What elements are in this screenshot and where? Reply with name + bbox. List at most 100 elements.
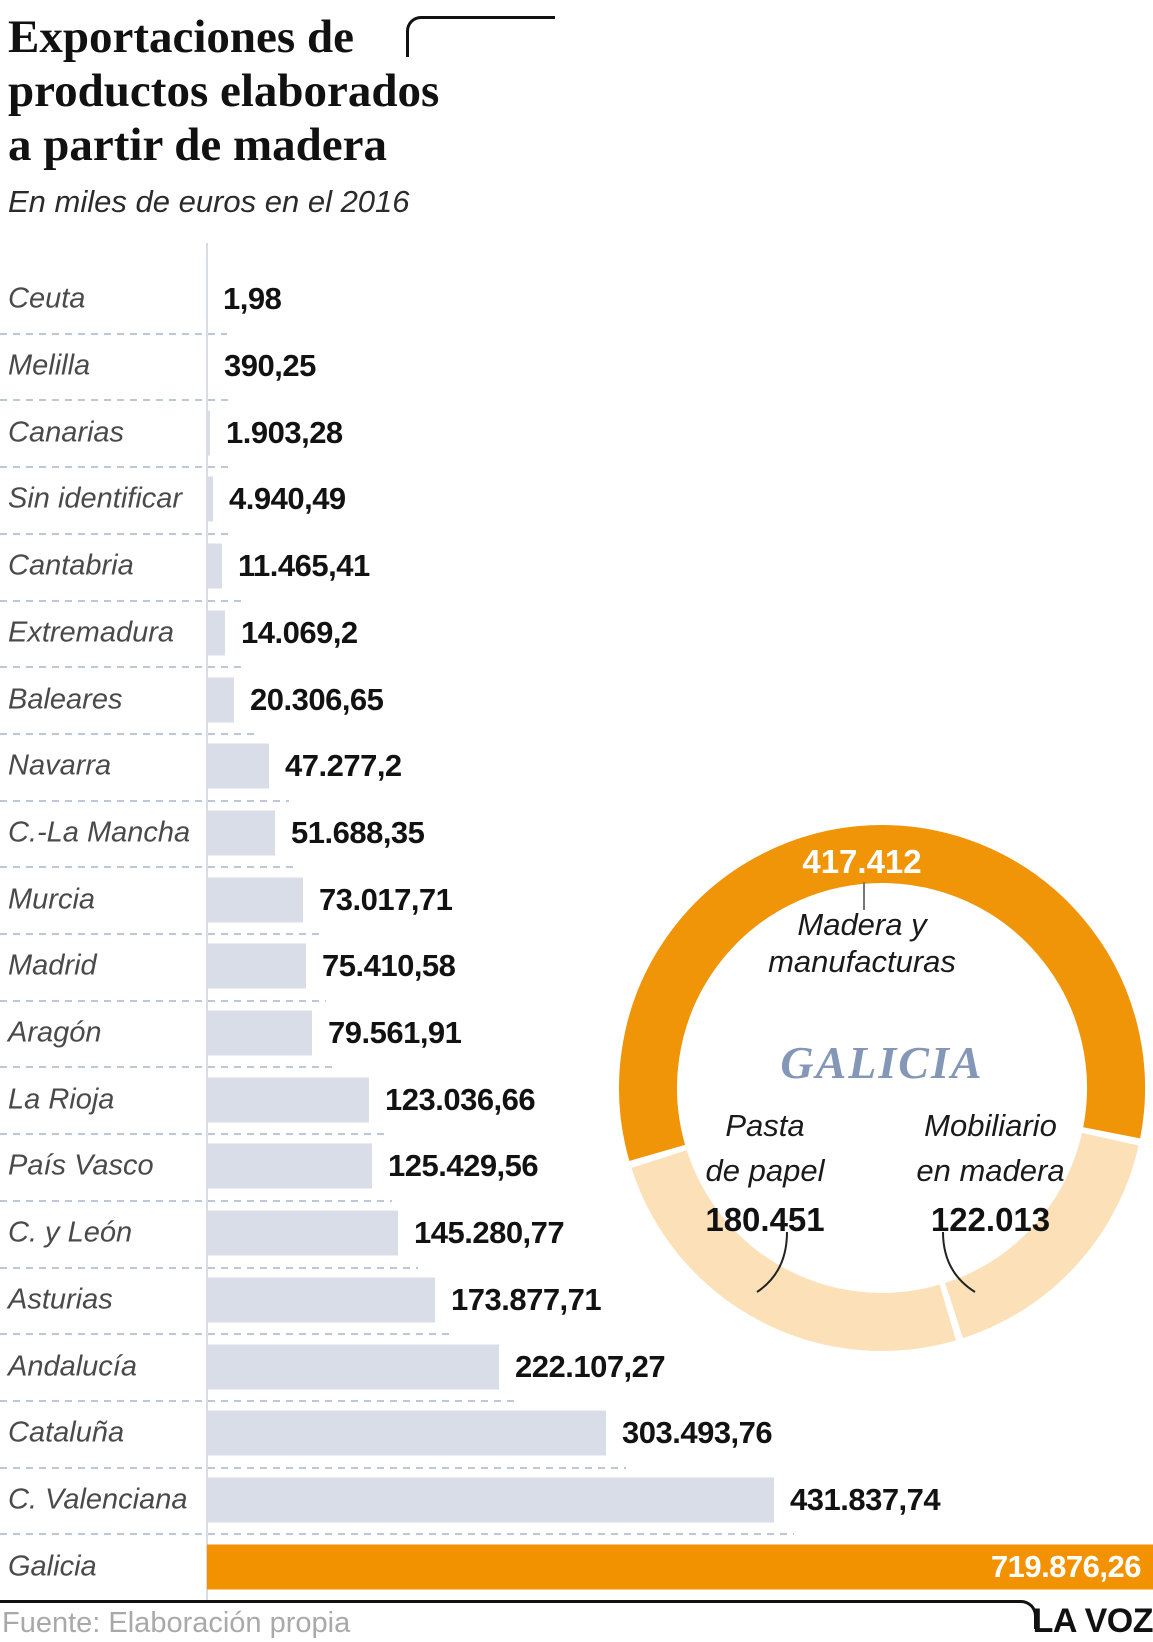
bar [207, 1010, 312, 1056]
category-label: Asturias [8, 1283, 113, 1316]
bar [207, 410, 210, 456]
value-label: 222.107,27 [515, 1348, 666, 1384]
title-line: Exportaciones de [8, 11, 354, 63]
callout-line-mobiliario [942, 1231, 976, 1293]
value-label: 125.429,56 [388, 1148, 539, 1184]
bar-row-8: C.-La Mancha 51.688,35 [0, 800, 1153, 867]
row-separator [0, 1266, 418, 1269]
bar [207, 943, 306, 989]
row-separator [0, 399, 228, 402]
category-label: La Rioja [8, 1083, 115, 1116]
bar [207, 1143, 372, 1189]
bar [207, 677, 234, 723]
value-label: 123.036,66 [385, 1081, 536, 1117]
donut-segment-0 [619, 825, 1145, 1161]
bar-row-9: Murcia 73.017,71 [0, 866, 1153, 933]
row-separator [0, 599, 242, 602]
title-line: a partir de madera [8, 119, 387, 171]
donut-segment-2 [631, 1149, 956, 1351]
category-label: C. y León [8, 1216, 133, 1249]
row-separator [0, 933, 323, 935]
row-separator [0, 466, 230, 469]
value-label: 4.940,49 [229, 481, 346, 517]
category-label: Sin identificar [8, 482, 183, 515]
bar-row-3: Sin identificar 4.940,49 [0, 466, 1153, 533]
bar [207, 1210, 398, 1256]
category-label: Madrid [8, 949, 97, 982]
bar [207, 610, 225, 656]
footer-rule [0, 1600, 1037, 1629]
bar-row-11: Aragón 79.561,91 [0, 1000, 1153, 1067]
bar-row-10: Madrid 75.410,58 [0, 933, 1153, 1000]
row-separator [0, 1066, 332, 1069]
category-label: C.-La Mancha [8, 816, 191, 849]
corner-bracket-decoration [406, 16, 555, 57]
bar [207, 1544, 1153, 1590]
title-line: productos elaborados [8, 65, 440, 117]
bar-row-16: Andalucía 222.107,27 [0, 1333, 1153, 1400]
row-separator [0, 666, 245, 669]
donut-segment-1 [944, 1132, 1139, 1339]
bar-row-18: C. Valenciana 431.837,74 [0, 1467, 1153, 1534]
bar [207, 543, 222, 589]
row-separator [0, 1333, 455, 1336]
source-note: Fuente: Elaboración propia [2, 1607, 351, 1639]
page-title: Exportaciones de productos elaborados a … [8, 10, 439, 172]
value-label: 51.688,35 [291, 814, 425, 850]
donut-chart [619, 825, 1145, 1351]
bar-row-15: Asturias 173.877,71 [0, 1267, 1153, 1334]
value-label: 14.069,2 [241, 614, 358, 650]
bar [207, 1277, 435, 1323]
donut-label-mobiliario: Mobiliario en madera 122.013 [888, 1103, 1093, 1242]
value-label: 1.903,28 [226, 414, 343, 450]
bar-row-5: Extremadura 14.069,2 [0, 600, 1153, 667]
donut-center-label: GALICIA [780, 1037, 984, 1088]
donut-value-pasta: 180.451 [705, 1201, 825, 1238]
category-label: Baleares [8, 683, 123, 716]
bar [207, 810, 275, 856]
bar [207, 877, 303, 923]
category-label: C. Valenciana [8, 1483, 188, 1516]
value-label: 390,25 [224, 348, 316, 384]
value-label: 145.280,77 [414, 1215, 565, 1251]
category-label: Extremadura [8, 616, 175, 649]
callout-line-pasta [756, 1231, 788, 1293]
row-separator [0, 1466, 626, 1469]
bar-row-6: Baleares 20.306,65 [0, 666, 1153, 733]
value-label: 11.465,41 [238, 548, 370, 584]
category-label: Ceuta [8, 282, 86, 315]
category-label: Galicia [8, 1550, 97, 1583]
bar [207, 476, 213, 522]
bar [207, 343, 208, 389]
bar-row-19: Galicia 719.876,26 [0, 1533, 1153, 1600]
value-label: 431.837,74 [790, 1481, 941, 1517]
bar-row-1: Melilla 390,25 [0, 333, 1153, 400]
donut-value-mobiliario: 122.013 [930, 1201, 1051, 1238]
value-label: 173.877,71 [451, 1281, 602, 1317]
category-label: Canarias [8, 416, 125, 449]
category-label: Cataluña [8, 1416, 125, 1449]
row-separator [0, 866, 295, 869]
category-label: Navarra [8, 749, 112, 782]
donut-label-madera: Madera y manufacturas [768, 907, 956, 979]
row-separator [0, 532, 233, 535]
donut-value-madera: 417.412 [802, 843, 922, 880]
value-label: 303.493,76 [622, 1415, 773, 1451]
row-separator [0, 1533, 794, 1536]
category-label: Murcia [8, 883, 96, 916]
row-separator [0, 1133, 389, 1136]
category-label: Aragón [8, 1016, 102, 1049]
bar-row-4: Cantabria 11.465,41 [0, 533, 1153, 600]
brand-logo: LA VOZ [1032, 1602, 1153, 1640]
bar [207, 1410, 606, 1456]
bar-row-0: Ceuta 1,98 [0, 266, 1153, 333]
value-label: 719.876,26 [990, 1548, 1142, 1584]
category-label: Cantabria [8, 549, 134, 582]
value-label: 73.017,71 [319, 881, 453, 917]
row-separator [0, 332, 227, 335]
bar-row-17: Cataluña 303.493,76 [0, 1400, 1153, 1467]
value-label: 1,98 [223, 281, 282, 317]
row-separator [0, 999, 326, 1002]
chart-subtitle: En miles de euros en el 2016 [8, 184, 410, 219]
